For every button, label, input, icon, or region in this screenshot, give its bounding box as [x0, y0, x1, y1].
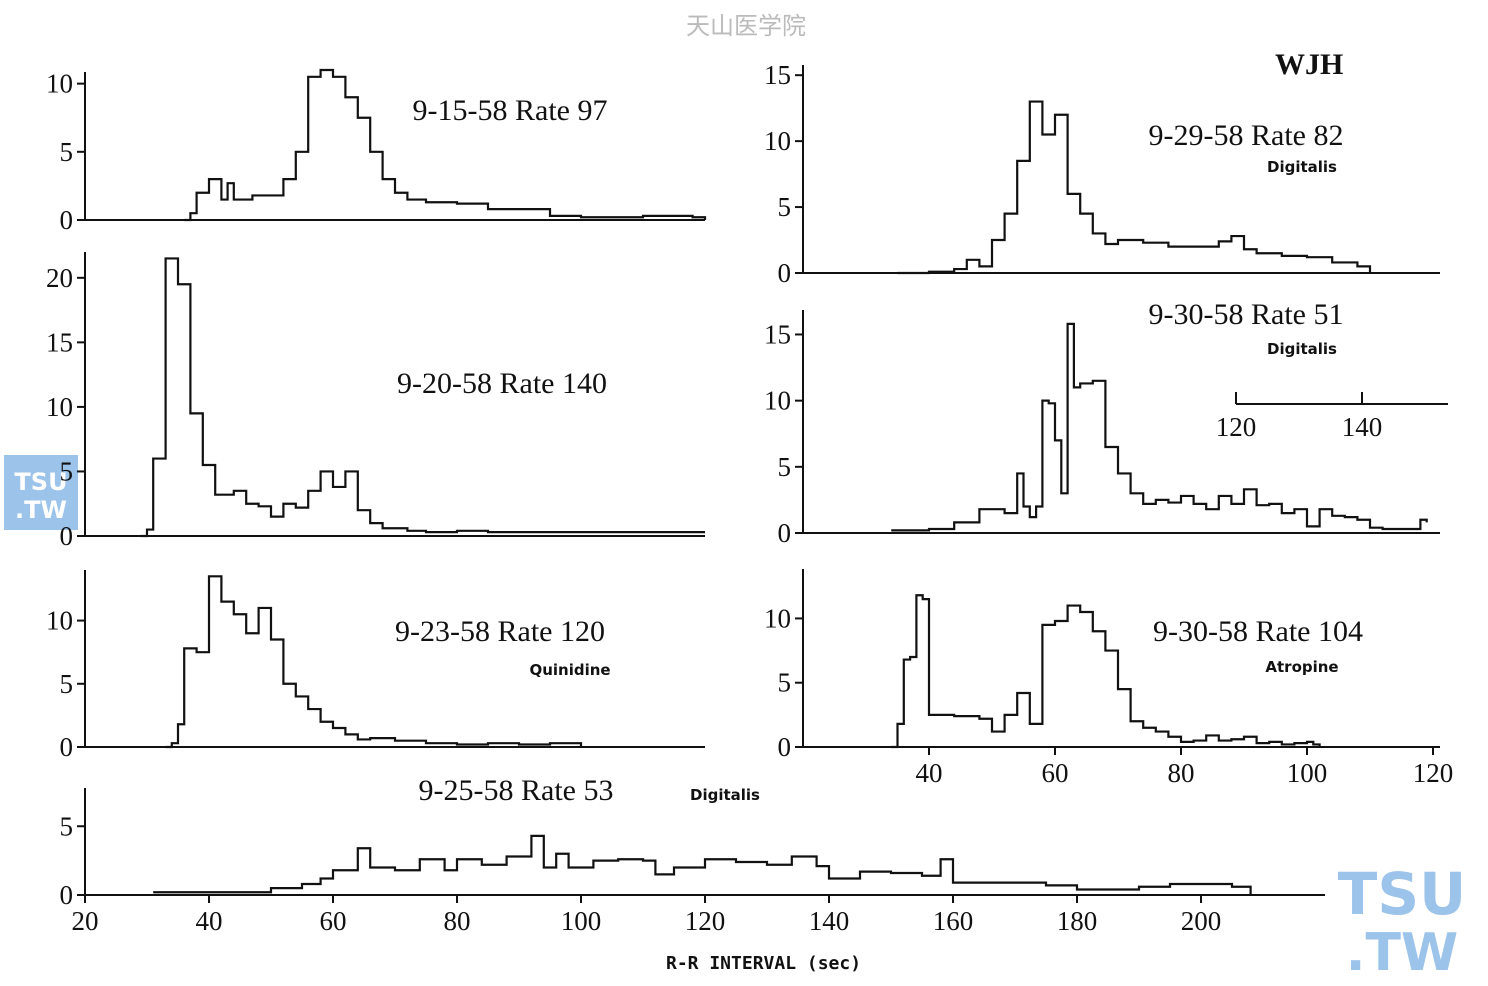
site-title: 天山医学院 — [686, 12, 806, 40]
panel-drug-note: Digitalis — [1267, 158, 1337, 176]
x-tick-label: 120 — [685, 906, 726, 936]
y-tick-label: 10 — [46, 392, 73, 422]
y-tick-label: 10 — [46, 69, 73, 99]
panel-title: 9-30-58 Rate 51 — [1149, 298, 1344, 331]
watermark-right: TSU .TW — [1338, 860, 1466, 983]
y-tick-label: 15 — [764, 319, 791, 349]
watermark-left-box — [4, 455, 78, 530]
histogram-trace — [165, 575, 583, 749]
y-tick-label: 0 — [60, 521, 74, 551]
y-tick-label: 15 — [46, 327, 73, 357]
x-tick-label: 80 — [1168, 758, 1195, 788]
histogram-panel: 0 5 10 15 9-30-58 Rate 51 Digitalis — [764, 298, 1440, 548]
histogram-panel: 0 5 10 15 9-29-58 Rate 82 Digitalis — [764, 60, 1440, 288]
x-tick-label: 120 — [1413, 758, 1454, 788]
x-tick-label: 60 — [320, 906, 347, 936]
y-tick-label: 5 — [60, 137, 74, 167]
y-tick-label: 0 — [60, 205, 74, 235]
panel-title: 9-15-58 Rate 97 — [413, 94, 608, 127]
inset-tick-120: 120 — [1216, 412, 1257, 442]
panel-title: 9-20-58 Rate 140 — [397, 367, 607, 400]
y-tick-label: 5 — [778, 668, 792, 698]
x-tick-label: 160 — [933, 906, 974, 936]
histogram-panel: 0 5 10 9-23-58 Rate 120 Quinidine — [46, 570, 705, 762]
x-tick-label: 140 — [809, 906, 850, 936]
y-tick-label: 0 — [778, 258, 792, 288]
histogram-trace — [891, 594, 1321, 749]
panel-title: 9-30-58 Rate 104 — [1153, 615, 1363, 648]
watermark-right-line2: .TW — [1346, 923, 1459, 983]
panel-drug-note: Digitalis — [690, 786, 760, 804]
x-tick-label: 180 — [1057, 906, 1098, 936]
y-tick-label: 5 — [60, 456, 74, 486]
x-tick-label: 100 — [1287, 758, 1328, 788]
watermark-left: TSU .TW — [4, 455, 78, 530]
inset-tick-140: 140 — [1342, 412, 1383, 442]
x-tick-label: 60 — [1042, 758, 1069, 788]
y-tick-label: 0 — [60, 880, 74, 910]
y-tick-label: 10 — [46, 606, 73, 636]
y-tick-label: 15 — [764, 60, 791, 90]
histogram-trace — [184, 68, 707, 222]
x-tick-label: 80 — [444, 906, 471, 936]
x-tick-label: 20 — [72, 906, 99, 936]
histogram-trace — [897, 100, 1372, 275]
x-tick-label: 40 — [196, 906, 223, 936]
panel-title: 9-23-58 Rate 120 — [395, 615, 605, 648]
x-axis-label: R-R INTERVAL (sec) — [666, 953, 861, 974]
y-tick-label: 5 — [778, 192, 792, 222]
histogram-trace — [891, 322, 1428, 532]
x-tick-label: 200 — [1181, 906, 1222, 936]
y-tick-label: 5 — [60, 669, 74, 699]
histogram-panel: 0 5 10 15 20 9-20-58 Rate 140 — [46, 252, 705, 551]
histogram-trace — [153, 834, 1252, 895]
y-tick-label: 5 — [778, 452, 792, 482]
histogram-panel: 0 5 20 40 60 80 100 120 140 160 180 200 9-25-58 Rate… — [60, 774, 1325, 936]
histogram-trace — [140, 257, 705, 538]
y-tick-label: 0 — [60, 732, 74, 762]
y-tick-label: 0 — [778, 518, 792, 548]
y-tick-label: 10 — [764, 386, 791, 416]
y-tick-label: 20 — [46, 263, 73, 293]
histogram-panel: 0 5 10 9-15-58 Rate 97 — [46, 68, 707, 235]
y-tick-label: 10 — [764, 603, 791, 633]
panel-title: 9-25-58 Rate 53 — [419, 774, 614, 807]
watermark-right-line1: TSU — [1338, 860, 1466, 928]
patient-id: WJH — [1275, 48, 1343, 81]
inset-scale: 120 140 — [1216, 392, 1448, 442]
panel-drug-note: Digitalis — [1267, 340, 1337, 358]
panel-drug-note: Quinidine — [529, 661, 610, 679]
panel-title: 9-29-58 Rate 82 — [1149, 119, 1344, 152]
panel-drug-note: Atropine — [1265, 658, 1338, 676]
x-tick-label: 40 — [916, 758, 943, 788]
watermark-left-line2: .TW — [15, 496, 67, 524]
watermark-left-line1: TSU — [14, 468, 67, 496]
y-tick-label: 5 — [60, 811, 74, 841]
y-tick-label: 10 — [764, 126, 791, 156]
x-tick-label: 100 — [561, 906, 602, 936]
y-tick-label: 0 — [778, 732, 792, 762]
histogram-panel: 0 5 10 40 60 80 100 120 9-30-58 Rate 104 Atropine — [764, 569, 1453, 788]
